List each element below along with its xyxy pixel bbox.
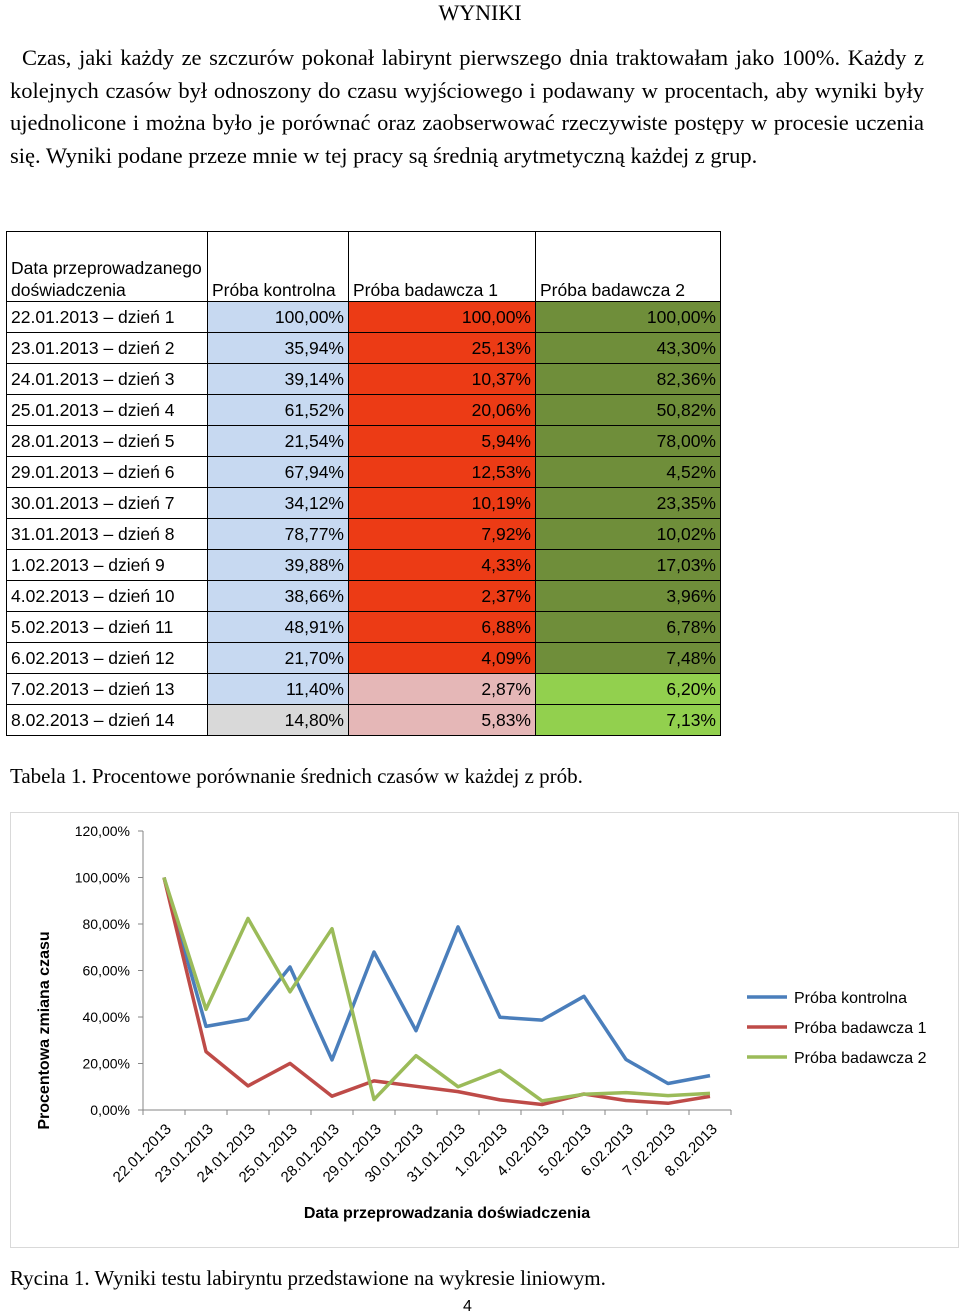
series-line-2 — [162, 876, 711, 1103]
table-row: 4.02.2013 – dzień 10 38,66% 2,37% 3,96% — [6, 580, 721, 612]
y-tick-label: 120,00% — [75, 823, 130, 839]
cell-control: 21,54% — [207, 425, 349, 457]
page-number: 4 — [463, 1298, 472, 1315]
y-tick-label: 40,00% — [83, 1009, 130, 1025]
header-test1: Próba badawcza 1 — [348, 231, 536, 302]
series-line-0 — [162, 877, 711, 1086]
table-row: 7.02.2013 – dzień 13 11,40% 2,87% 6,20% — [6, 673, 721, 705]
cell-test1: 20,06% — [348, 394, 536, 426]
cell-test2: 10,02% — [535, 518, 721, 550]
y-axis-title: Procentowa zmiana czasu — [36, 931, 53, 1129]
cell-date: 5.02.2013 – dzień 11 — [6, 611, 208, 643]
x-axis-title: Data przeprowadzania doświadczenia — [304, 1205, 590, 1222]
cell-test2: 17,03% — [535, 549, 721, 581]
cell-test1: 100,00% — [348, 301, 536, 333]
table-row: 31.01.2013 – dzień 8 78,77% 7,92% 10,02% — [6, 518, 721, 550]
cell-control: 11,40% — [207, 673, 349, 705]
cell-test1: 2,37% — [348, 580, 536, 612]
cell-test1: 10,19% — [348, 487, 536, 519]
cell-date: 29.01.2013 – dzień 6 — [6, 456, 208, 488]
table-header-row: Data przeprowadzanego doświadczenia Prób… — [6, 231, 721, 302]
table-row: 8.02.2013 – dzień 14 14,80% 5,83% 7,13% — [6, 704, 721, 736]
table-row: 30.01.2013 – dzień 7 34,12% 10,19% 23,35% — [6, 487, 721, 519]
table-row: 23.01.2013 – dzień 2 35,94% 25,13% 43,30% — [6, 332, 721, 364]
legend-label: Próba badawcza 2 — [794, 1050, 927, 1067]
header-control: Próba kontrolna — [207, 231, 349, 302]
y-tick-label: 20,00% — [83, 1056, 130, 1072]
cell-test2: 6,20% — [535, 673, 721, 705]
legend-label: Próba badawcza 1 — [794, 1020, 927, 1037]
cell-date: 28.01.2013 – dzień 5 — [6, 425, 208, 457]
figure-caption: Rycina 1. Wyniki testu labiryntu przedst… — [10, 1266, 606, 1290]
results-table: Data przeprowadzanego doświadczenia Prób… — [6, 231, 721, 736]
table-row: 24.01.2013 – dzień 3 39,14% 10,37% 82,36% — [6, 363, 721, 395]
cell-control: 39,14% — [207, 363, 349, 395]
cell-test2: 4,52% — [535, 456, 721, 488]
cell-control: 35,94% — [207, 332, 349, 364]
cell-date: 7.02.2013 – dzień 13 — [6, 673, 208, 705]
cell-control: 14,80% — [207, 704, 349, 736]
cell-test2: 82,36% — [535, 363, 721, 395]
cell-date: 24.01.2013 – dzień 3 — [6, 363, 208, 395]
table-row: 22.01.2013 – dzień 1 100,00% 100,00% 100,00… — [6, 301, 721, 333]
cell-control: 34,12% — [207, 487, 349, 519]
y-tick-label: 100,00% — [75, 870, 130, 886]
y-tick-label: 60,00% — [83, 963, 130, 979]
cell-test2: 7,48% — [535, 642, 721, 674]
cell-date: 30.01.2013 – dzień 7 — [6, 487, 208, 519]
y-tick-label: 80,00% — [83, 916, 130, 932]
table-row: 6.02.2013 – dzień 12 21,70% 4,09% 7,48% — [6, 642, 721, 674]
cell-test1: 5,83% — [348, 704, 536, 736]
table-row: 28.01.2013 – dzień 5 21,54% 5,94% 78,00% — [6, 425, 721, 457]
series-line-1 — [162, 877, 711, 1107]
cell-test1: 2,87% — [348, 673, 536, 705]
table-row: 29.01.2013 – dzień 6 67,94% 12,53% 4,52% — [6, 456, 721, 488]
table-row: 25.01.2013 – dzień 4 61,52% 20,06% 50,82% — [6, 394, 721, 426]
cell-control: 67,94% — [207, 456, 349, 488]
table-row: 5.02.2013 – dzień 11 48,91% 6,88% 6,78% — [6, 611, 721, 643]
cell-control: 61,52% — [207, 394, 349, 426]
cell-date: 1.02.2013 – dzień 9 — [6, 549, 208, 581]
cell-test1: 12,53% — [348, 456, 536, 488]
cell-test1: 25,13% — [348, 332, 536, 364]
cell-test2: 23,35% — [535, 487, 721, 519]
cell-date: 23.01.2013 – dzień 2 — [6, 332, 208, 364]
intro-paragraph: Czas, jaki każdy ze szczurów pokonał lab… — [10, 45, 924, 168]
cell-test2: 7,13% — [535, 704, 721, 736]
cell-control: 21,70% — [207, 642, 349, 674]
header-test2: Próba badawcza 2 — [535, 231, 721, 302]
y-tick-label: 0,00% — [90, 1102, 130, 1118]
section-heading: WYNIKI — [438, 0, 522, 25]
legend-label: Próba kontrolna — [794, 990, 907, 1007]
cell-test1: 4,09% — [348, 642, 536, 674]
cell-date: 6.02.2013 – dzień 12 — [6, 642, 208, 674]
line-chart-svg: 0,00% 20,00% 40,00% 60,00% 80,00% 100,00% 120,… — [36, 823, 927, 1222]
cell-date: 4.02.2013 – dzień 10 — [6, 580, 208, 612]
cell-control: 78,77% — [207, 518, 349, 550]
cell-test1: 10,37% — [348, 363, 536, 395]
cell-date: 31.01.2013 – dzień 8 — [6, 518, 208, 550]
cell-test2: 6,78% — [535, 611, 721, 643]
cell-date: 8.02.2013 – dzień 14 — [6, 704, 208, 736]
cell-control: 100,00% — [207, 301, 349, 333]
cell-test2: 100,00% — [535, 301, 721, 333]
line-chart: 0,00% 20,00% 40,00% 60,00% 80,00% 100,00% 120,… — [10, 812, 959, 1248]
cell-date: 22.01.2013 – dzień 1 — [6, 301, 208, 333]
cell-test2: 50,82% — [535, 394, 721, 426]
cell-control: 38,66% — [207, 580, 349, 612]
cell-test2: 43,30% — [535, 332, 721, 364]
cell-test1: 6,88% — [348, 611, 536, 643]
cell-test1: 5,94% — [348, 425, 536, 457]
table-caption: Tabela 1. Procentowe porównanie średnich… — [10, 764, 583, 788]
cell-date: 25.01.2013 – dzień 4 — [6, 394, 208, 426]
cell-control: 39,88% — [207, 549, 349, 581]
cell-test2: 3,96% — [535, 580, 721, 612]
table-row: 1.02.2013 – dzień 9 39,88% 4,33% 17,03% — [6, 549, 721, 581]
cell-control: 48,91% — [207, 611, 349, 643]
cell-test1: 4,33% — [348, 549, 536, 581]
header-date: Data przeprowadzanego doświadczenia — [6, 231, 208, 302]
cell-test2: 78,00% — [535, 425, 721, 457]
cell-test1: 7,92% — [348, 518, 536, 550]
